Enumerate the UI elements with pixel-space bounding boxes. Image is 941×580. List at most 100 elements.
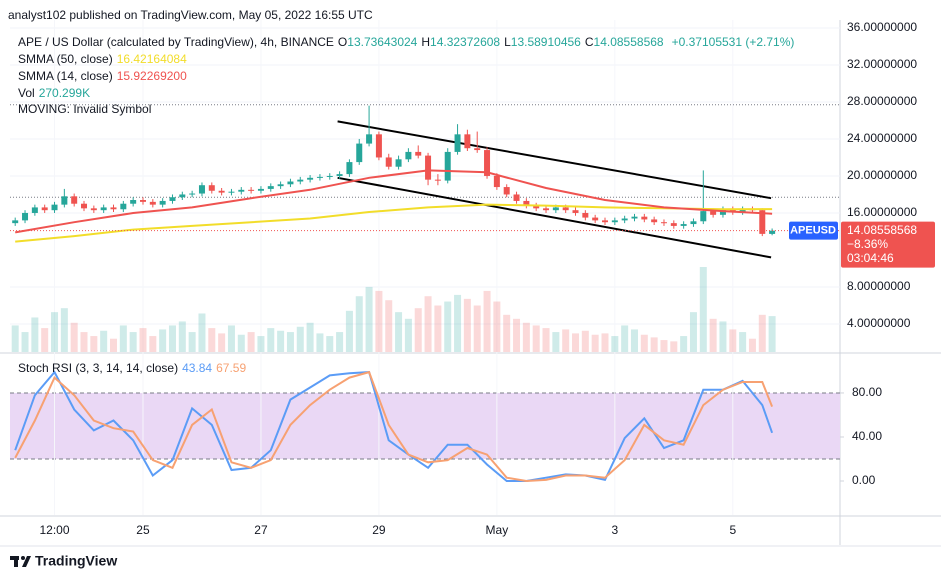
symbol-label: APEUSD [790,225,836,237]
candle-body [690,221,697,225]
volume-bar [719,321,727,352]
candle-body [159,200,166,205]
volume-bar [257,336,265,352]
candle-body [513,194,520,201]
candle-body [71,196,78,204]
candle-body [464,134,471,149]
y-tick-label: 0.00 [852,473,876,487]
volume-bar [434,305,442,352]
legend-smma14: SMMA (14, close) 15.92269200 [18,69,191,83]
candle-body [769,230,776,234]
volume-bar [522,322,530,352]
volume-bar [758,314,766,352]
volume-bar [709,318,717,352]
legend-main: APE / US Dollar (calculated by TradingVi… [18,35,798,49]
candle-body [356,143,363,163]
volume-bar [414,308,422,352]
volume-bar [503,314,511,352]
x-tick-label: 27 [254,523,268,537]
indicator-value: 15.92269200 [116,69,187,83]
x-tick-label: 29 [372,523,386,537]
volume-bar [729,329,737,352]
candle-body [670,223,677,226]
candle-body [562,207,569,211]
volume-bar [660,340,668,352]
volume-bar [375,290,383,352]
candle-body [641,216,648,220]
symbol-box [789,221,838,240]
candle-body [61,196,68,205]
volume-bar [11,325,19,352]
stoch-line [14,370,774,483]
candle-body [395,159,402,167]
ohlc-value: 14.32372608 [430,35,501,49]
candle-body [90,208,97,211]
y-tick-label: 80.00 [852,385,882,399]
candle-body [238,189,245,192]
logo-part [14,556,18,567]
volume-bar [267,328,275,352]
candle-body [523,200,530,206]
volume-bar [493,301,501,352]
y-tick-label: 4.00000000 [847,316,911,330]
volume-bar [404,318,412,352]
price-box [841,221,935,268]
candle-body [631,216,638,219]
candle-body [257,188,264,191]
y-tick-label: 32.00000000 [847,57,917,71]
price-box-text: −8.36% [847,237,888,251]
candle-body [533,205,540,209]
y-tick-label: 16.00000000 [847,205,917,219]
candle-body [503,187,510,195]
legend-note: MOVING: Invalid Symbol [18,102,155,116]
volume-bar [326,336,334,352]
volume-bar [41,328,49,352]
candle-body [739,209,746,213]
volume-bar [630,329,638,352]
candle-body [405,151,412,160]
candle-body [375,134,382,158]
indicator-line [15,203,773,243]
volume-bar [51,312,59,352]
candle-body [454,134,461,152]
volume-bar [572,333,580,352]
candle-body [346,162,353,175]
volume-bar [277,330,285,352]
y-tick-label: 24.00000000 [847,131,917,145]
volume-bar [581,330,589,352]
volume-bar [208,328,216,352]
x-tick-label: 3 [611,523,618,537]
volume-bar [454,294,462,352]
candle-body [582,212,589,218]
brand: TradingView [35,553,117,569]
volume-bar [483,290,491,352]
volume-bar [80,332,88,352]
volume-bar [670,341,678,352]
volume-bar [119,325,127,352]
volume-bar [218,333,226,352]
candle-body [297,179,304,182]
candle-body [277,184,284,187]
candle-body [660,222,667,224]
candle-body [208,185,215,191]
ohlc-key: C [584,35,594,49]
plot [10,105,840,483]
volume-bar [129,332,137,352]
volume-bar [424,296,432,352]
volume-bar [601,333,609,352]
logo-part [21,556,25,560]
volume-bar [21,332,29,352]
candle-body [336,174,343,176]
volume-bar [748,338,756,352]
trend-line [337,120,772,200]
candle-body [228,191,235,193]
ohlc: O13.73643024 H14.32372608 L13.58910456 C14.… [338,35,668,49]
volume-bar [640,334,648,352]
volume [11,267,776,352]
volume-bar [650,337,658,352]
volume-bar [365,286,373,352]
volume-bar [316,333,324,352]
volume-bar [60,308,68,352]
volume-name: Vol [18,86,35,100]
candle-body [621,218,628,221]
